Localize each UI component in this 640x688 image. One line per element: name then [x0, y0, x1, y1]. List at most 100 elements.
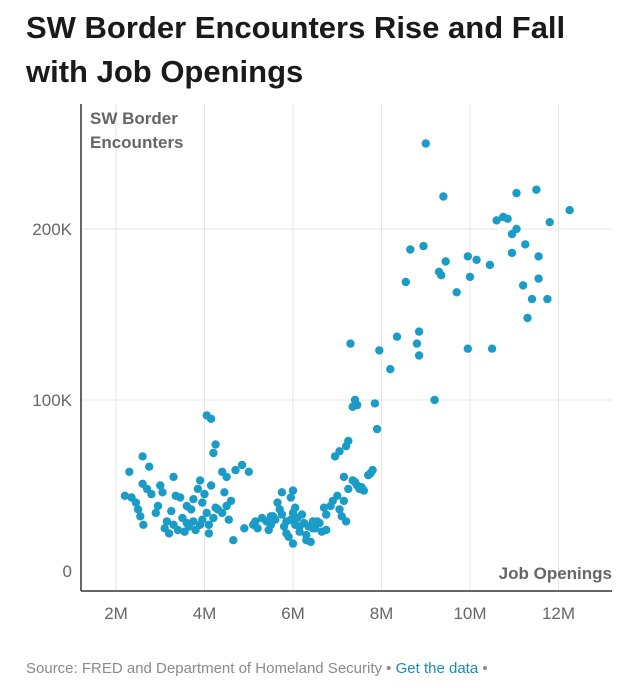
data-point-18: [164, 529, 174, 538]
data-point-124: [344, 436, 353, 446]
data-point-38: [204, 529, 214, 538]
data-point-39: [204, 520, 214, 529]
data-point-119: [322, 525, 331, 535]
data-point-58: [229, 536, 238, 545]
data-point-100: [344, 484, 353, 494]
x-tick-label-3: 8M: [370, 604, 394, 623]
data-point-78: [288, 539, 298, 548]
data-point-147: [439, 192, 448, 201]
x-tick-label-0: 2M: [104, 604, 128, 623]
data-point-8: [139, 520, 148, 529]
data-point-106: [359, 486, 368, 495]
data-point-95: [333, 491, 342, 500]
x-tick-label-5: 12M: [542, 604, 575, 623]
data-point-40: [206, 481, 216, 490]
data-point-131: [368, 465, 377, 475]
data-point-92: [322, 510, 331, 519]
data-point-1: [125, 467, 134, 476]
y-tick-label-0: 0: [63, 562, 72, 581]
data-point-65: [253, 524, 262, 533]
data-point-10: [145, 462, 154, 471]
data-point-59: [231, 465, 240, 475]
y-tick-label-1: 100K: [32, 391, 72, 410]
data-point-91: [319, 503, 329, 512]
data-point-114: [295, 522, 304, 531]
data-point-11: [147, 489, 156, 499]
chart-title: SW Border Encounters Rise and Fall with …: [26, 10, 566, 89]
data-point-23: [173, 525, 183, 535]
source-separator-trailing: •: [482, 660, 488, 677]
data-point-30: [189, 517, 198, 526]
data-point-113: [291, 503, 300, 512]
data-point-5: [136, 512, 145, 521]
tick-labels: 2M 4M 6M 8M 10M 12M 0 100K 200K: [32, 220, 575, 623]
data-point-140: [414, 351, 424, 360]
data-point-24: [176, 493, 185, 502]
data-point-117: [313, 517, 322, 526]
data-point-13: [153, 501, 163, 511]
data-point-172: [565, 206, 574, 215]
data-point-142: [419, 241, 428, 251]
data-point-171: [545, 218, 554, 227]
data-point-133: [372, 424, 382, 434]
data-point-96: [335, 505, 344, 514]
data-point-139: [412, 339, 422, 348]
data-point-151: [463, 252, 472, 261]
data-point-44: [218, 508, 227, 518]
x-tick-label-2: 6M: [281, 604, 305, 623]
data-point-98: [339, 496, 349, 506]
data-point-109: [277, 488, 287, 497]
x-tick-label-1: 4M: [193, 604, 217, 623]
data-point-115: [302, 536, 311, 545]
data-point-143: [421, 139, 430, 148]
source-line: Source: FRED and Department of Homeland …: [26, 660, 488, 677]
data-point-56: [222, 472, 231, 482]
data-point-62: [244, 467, 253, 476]
data-point-37: [202, 508, 211, 518]
data-point-132: [370, 399, 380, 408]
data-point-148: [441, 257, 450, 266]
x-tick-label-4: 10M: [453, 604, 486, 623]
data-point-166: [527, 294, 537, 304]
y-axis-label: SW Border Encounters: [90, 109, 184, 152]
data-point-34: [198, 498, 207, 507]
data-point-167: [532, 185, 541, 194]
data-point-164: [521, 240, 530, 249]
data-point-136: [392, 332, 402, 341]
data-point-134: [375, 346, 384, 355]
get-the-data-link[interactable]: Get the data: [395, 660, 479, 677]
data-point-144: [430, 395, 439, 405]
data-point-162: [512, 188, 521, 198]
data-point-60: [237, 460, 247, 470]
data-point-3: [131, 498, 141, 507]
data-point-158: [503, 214, 512, 223]
data-point-6: [138, 452, 147, 461]
source-text: Source: FRED and Department of Homeland …: [26, 660, 382, 677]
source-separator: •: [386, 660, 392, 677]
data-point-116: [308, 524, 318, 533]
data-point-20: [169, 472, 178, 482]
data-point-121: [335, 447, 344, 456]
data-point-47: [224, 515, 233, 524]
data-point-19: [167, 506, 176, 516]
grid: [81, 104, 612, 591]
data-point-83: [297, 510, 307, 519]
data-point-127: [353, 400, 362, 410]
data-point-48: [195, 476, 205, 485]
data-point-165: [523, 313, 532, 323]
data-points: [120, 139, 574, 548]
data-point-169: [534, 274, 543, 283]
data-point-137: [401, 277, 410, 287]
x-axis-label: Job Openings: [499, 564, 612, 583]
data-point-99: [341, 517, 351, 526]
data-point-12: [151, 508, 160, 518]
data-point-53: [209, 448, 218, 458]
data-point-128: [346, 339, 355, 348]
data-point-49: [189, 495, 198, 504]
data-point-159: [507, 248, 517, 258]
axes: [80, 104, 612, 592]
data-point-156: [492, 216, 501, 225]
data-point-170: [543, 294, 552, 304]
data-point-61: [240, 524, 249, 533]
